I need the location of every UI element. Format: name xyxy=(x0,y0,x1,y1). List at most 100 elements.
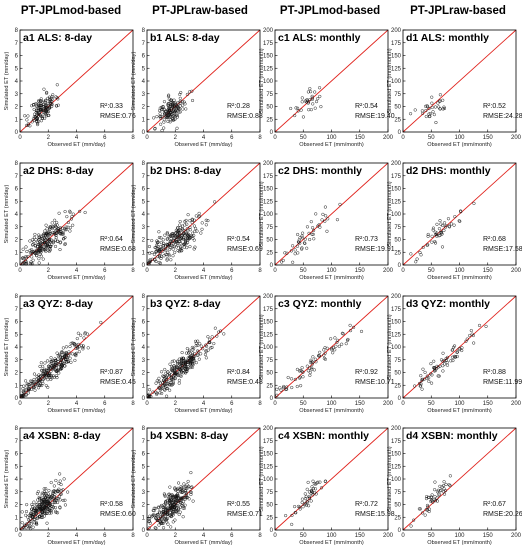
data-point xyxy=(293,113,297,118)
y-tick-label: 50 xyxy=(266,105,273,111)
x-tick-label: 2 xyxy=(47,401,51,407)
data-point xyxy=(301,505,305,509)
data-point xyxy=(161,105,165,109)
data-point xyxy=(289,249,293,253)
data-point xyxy=(169,525,173,529)
data-point xyxy=(316,224,320,228)
data-point xyxy=(99,320,103,325)
data-point xyxy=(43,496,47,500)
data-point xyxy=(61,498,65,503)
data-point xyxy=(50,376,54,380)
data-point xyxy=(51,225,55,229)
x-tick-label: 6 xyxy=(103,135,107,141)
data-point xyxy=(43,502,47,506)
data-point xyxy=(278,386,282,390)
x-tick-label: 50 xyxy=(428,268,435,274)
rmse-value: RMSE:19.40 xyxy=(355,113,395,120)
data-point xyxy=(33,382,38,387)
data-point xyxy=(309,358,313,362)
x-tick-label: 4 xyxy=(75,268,79,274)
data-point xyxy=(173,499,177,503)
data-point xyxy=(36,123,40,127)
data-point xyxy=(468,333,472,338)
data-point xyxy=(175,126,179,130)
data-point xyxy=(306,369,310,373)
data-point xyxy=(44,504,48,508)
data-point xyxy=(173,518,177,522)
data-point xyxy=(445,363,450,367)
data-point xyxy=(187,237,191,241)
data-point xyxy=(193,339,198,343)
data-point xyxy=(58,505,62,509)
data-point xyxy=(165,394,169,398)
data-point xyxy=(168,514,172,518)
data-point xyxy=(297,240,301,244)
data-point xyxy=(167,383,171,387)
data-point xyxy=(201,347,205,351)
data-point xyxy=(200,227,204,231)
data-point xyxy=(55,220,59,225)
panel-a2: 0 2 4 6 8 0 1 2 3 4 5 6 7 8 Observed ET (mm/day) Simula… xyxy=(4,161,136,281)
panel-label: a1 ALS: 8-day xyxy=(23,32,92,44)
data-point xyxy=(176,359,180,363)
data-point xyxy=(430,95,434,99)
data-point xyxy=(199,344,203,348)
data-point xyxy=(161,238,165,242)
data-point xyxy=(165,520,169,524)
data-point xyxy=(67,352,71,356)
data-point xyxy=(352,325,356,329)
y-tick-label: 6 xyxy=(142,54,146,60)
y-tick-label: 0 xyxy=(270,396,274,402)
rmse-value: RMSE:0.76 xyxy=(100,113,136,120)
data-point xyxy=(32,235,36,240)
data-point xyxy=(321,212,325,216)
data-point xyxy=(434,367,439,371)
x-tick-label: 150 xyxy=(483,533,494,539)
data-point xyxy=(154,516,158,520)
data-point xyxy=(46,230,51,234)
data-point xyxy=(162,375,166,379)
data-point xyxy=(47,507,51,512)
data-point xyxy=(183,361,188,365)
data-point xyxy=(442,487,446,491)
data-point xyxy=(74,354,78,358)
data-point xyxy=(414,260,418,264)
data-point xyxy=(436,374,440,378)
data-point xyxy=(180,350,184,355)
data-point xyxy=(435,496,439,500)
panel-a3: 0 2 4 6 8 0 1 2 3 4 5 6 7 8 Observed ET (mm/day) Simula… xyxy=(4,294,136,414)
data-point xyxy=(190,345,194,350)
data-point xyxy=(51,97,55,101)
x-axis-label: Observed ET (mm/month) xyxy=(299,408,364,414)
data-point xyxy=(420,109,424,113)
data-point xyxy=(167,242,172,246)
data-point xyxy=(282,385,286,390)
data-point xyxy=(34,521,38,525)
data-point xyxy=(186,229,190,233)
data-point xyxy=(52,363,56,367)
data-point xyxy=(185,347,189,351)
data-point xyxy=(168,247,172,252)
data-point xyxy=(173,502,177,506)
data-point xyxy=(25,503,29,507)
data-point xyxy=(187,348,192,352)
data-point xyxy=(148,521,152,525)
data-point xyxy=(178,233,182,237)
data-point xyxy=(55,83,59,87)
data-point xyxy=(40,369,44,373)
x-tick-label: 2 xyxy=(47,268,51,274)
data-point xyxy=(295,384,299,389)
data-point xyxy=(313,106,317,110)
data-point xyxy=(435,222,439,226)
y-axis-label: Simulated ET (mm/month) xyxy=(259,446,265,511)
data-point xyxy=(442,490,446,494)
data-point xyxy=(300,234,304,238)
data-point xyxy=(173,371,177,375)
data-point xyxy=(170,511,175,515)
data-point xyxy=(173,231,178,235)
data-point xyxy=(441,98,445,102)
data-point xyxy=(438,489,442,493)
data-point xyxy=(58,354,62,358)
data-point xyxy=(157,255,162,259)
data-point xyxy=(154,250,158,254)
